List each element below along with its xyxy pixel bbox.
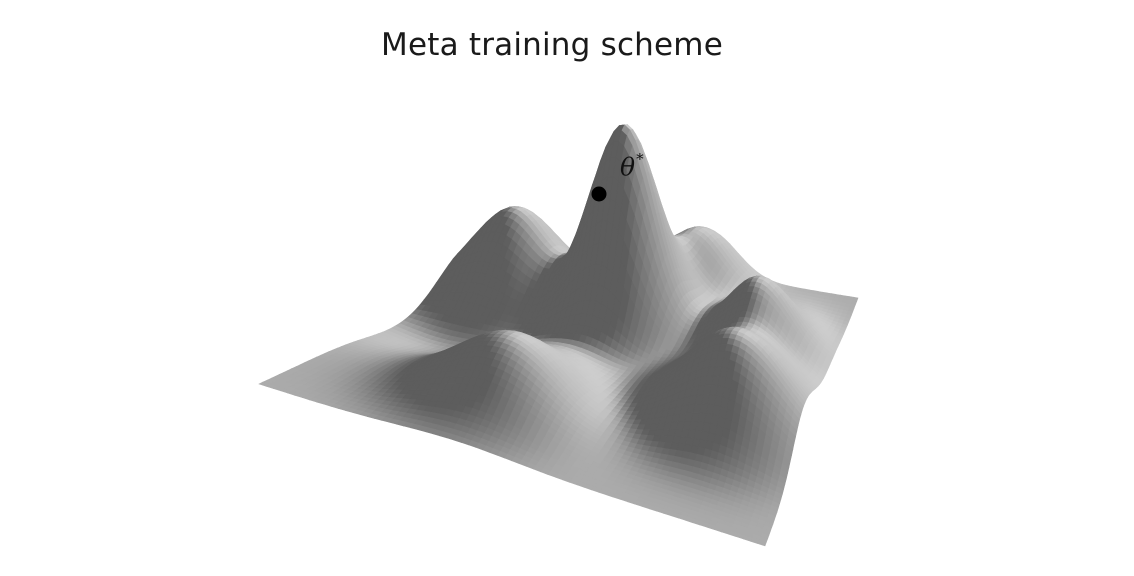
figure-title: Meta training scheme xyxy=(381,27,723,63)
optimum-point-marker xyxy=(591,186,607,202)
optimum-label-symbol: θ xyxy=(620,152,636,182)
surface-mesh xyxy=(258,124,859,547)
optimum-label-superscript: * xyxy=(636,150,644,168)
optimum-label: θ* xyxy=(620,150,644,182)
